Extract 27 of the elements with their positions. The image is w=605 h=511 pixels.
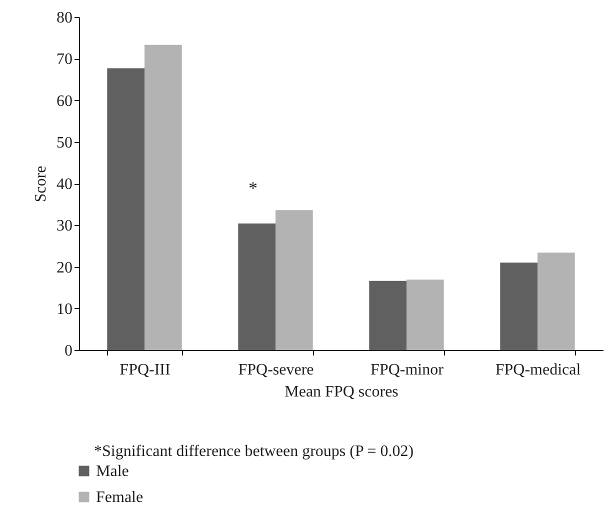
y-tick-label: 80 <box>56 10 72 26</box>
x-tick-label: FPQ-minor <box>370 362 444 378</box>
y-tick-label: 0 <box>64 342 72 360</box>
legend-label: Male <box>96 463 129 480</box>
x-tick-label: FPQ-medical <box>495 362 582 378</box>
y-tick-label: 40 <box>56 176 72 193</box>
legend-label: Female <box>96 489 144 506</box>
bar <box>144 44 182 350</box>
x-tick-label: FPQ-III <box>120 362 170 378</box>
y-tick-label: 20 <box>56 259 72 276</box>
x-tick-label: FPQ-severe <box>238 362 314 378</box>
bar <box>238 223 276 350</box>
bar <box>406 280 444 350</box>
text: *Significant difference between groups (P = 0.02) <box>94 443 414 460</box>
bar <box>107 68 144 350</box>
bar <box>276 210 313 350</box>
y-tick-label: 60 <box>56 92 72 110</box>
bar <box>500 262 538 350</box>
y-tick-label: 30 <box>56 218 72 235</box>
y-tick-label: 50 <box>56 134 72 152</box>
annotation: * <box>248 178 258 198</box>
y-tick-label: 10 <box>56 300 72 318</box>
bar <box>538 252 575 350</box>
y-axis-title: Score <box>32 166 50 202</box>
bar <box>369 280 406 350</box>
x-axis-title: Mean FPQ scores <box>284 384 398 400</box>
y-tick-label: 70 <box>56 51 72 68</box>
